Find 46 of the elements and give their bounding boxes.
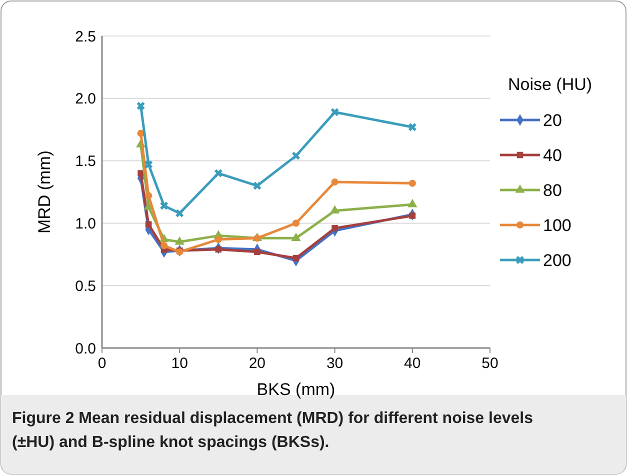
point [292, 152, 300, 160]
point [253, 182, 262, 190]
point [291, 232, 301, 241]
point [292, 254, 300, 262]
point [136, 102, 145, 110]
point [214, 169, 222, 178]
point [160, 202, 168, 210]
point [174, 236, 184, 245]
point [332, 225, 338, 232]
caption: Figure 2 Mean residual displacement (MRD) for different noise levels (±HU) and B-spline knot spacings (BKSs). [12, 410, 534, 451]
point [408, 198, 418, 208]
x-tick-label: 40 [404, 355, 421, 372]
point [145, 221, 152, 228]
point [408, 180, 416, 187]
y-tick-label: 1.0 [75, 215, 96, 232]
y-axis-title: MRD (mm) [35, 150, 54, 234]
legend-label: 80 [543, 180, 562, 200]
x-axis-title: BKS (mm) [256, 380, 336, 399]
point [330, 108, 339, 116]
x-tick-label: 0 [98, 355, 106, 372]
x-tick-label: 30 [326, 355, 344, 372]
x-tick-label: 50 [482, 355, 498, 372]
legend-title: Noise (HU) [508, 75, 592, 94]
legend-label: 20 [543, 110, 562, 130]
legend-label: 40 [543, 146, 562, 165]
point [144, 160, 153, 169]
point [215, 246, 222, 253]
point [292, 220, 300, 227]
point [331, 178, 338, 186]
y-tick-label: 0.0 [75, 340, 96, 358]
y-tick-label: 0.5 [75, 278, 96, 295]
point [408, 123, 416, 132]
y-tick-label: 1.5 [75, 153, 96, 170]
y-tick-label: 2.0 [75, 90, 96, 108]
point [176, 209, 184, 218]
legend-label: 200 [543, 250, 572, 270]
point [409, 212, 416, 219]
point [144, 192, 152, 200]
x-tick-label: 20 [248, 355, 266, 372]
point [330, 205, 340, 214]
x-tick-label: 10 [171, 355, 188, 372]
point [160, 242, 168, 250]
point [254, 248, 260, 256]
point [214, 236, 222, 243]
y-tick-label: 2.5 [75, 28, 96, 46]
legend-label: 100 [543, 216, 572, 235]
